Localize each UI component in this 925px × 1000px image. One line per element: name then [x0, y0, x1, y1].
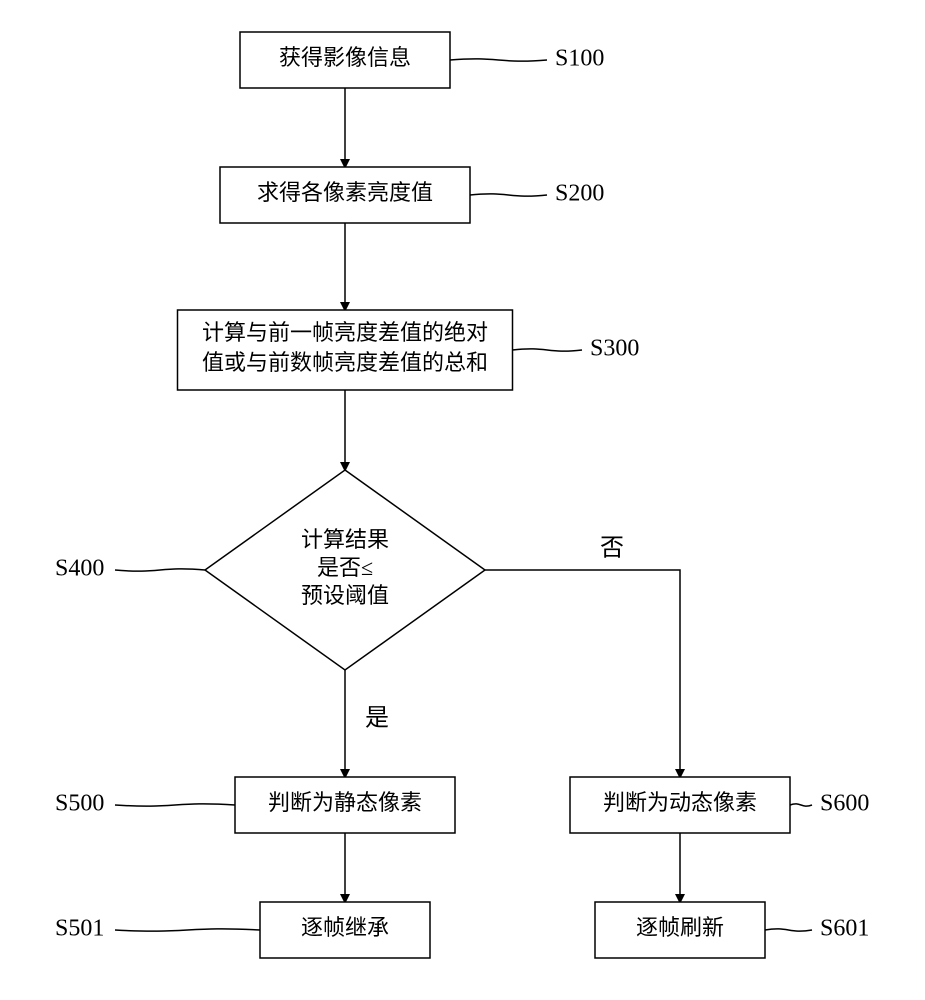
node-text-s300-l2: 值或与前数帧亮度差值的总和 [202, 350, 488, 375]
label-connector-s501 [115, 929, 260, 931]
label-connector-s300 [513, 349, 583, 351]
node-text-s400-l2: 是否≤ [317, 555, 373, 580]
label-connector-s601 [765, 929, 812, 931]
step-label-s200: S200 [555, 181, 604, 207]
edge-label-s400-s600: 否 [600, 536, 624, 562]
edge-label-s400-s500: 是 [365, 706, 389, 732]
node-text-s200: 求得各像素亮度值 [257, 180, 433, 205]
label-connector-s400 [115, 569, 205, 571]
label-connector-s200 [470, 194, 547, 196]
label-connector-s500 [115, 804, 235, 806]
node-text-s400-l3: 预设阈值 [301, 583, 389, 608]
label-connector-s100 [450, 59, 547, 61]
step-label-s300: S300 [590, 336, 639, 362]
node-text-s400-l1: 计算结果 [301, 527, 389, 552]
step-label-s601: S601 [820, 916, 869, 942]
node-text-s300-l1: 计算与前一帧亮度差值的绝对 [202, 320, 488, 345]
step-label-s500: S500 [55, 791, 104, 817]
node-text-s600: 判断为动态像素 [603, 790, 757, 815]
node-text-s100: 获得影像信息 [279, 45, 411, 70]
node-text-s601: 逐帧刷新 [636, 915, 724, 940]
node-text-s500: 判断为静态像素 [268, 790, 422, 815]
label-connector-s600 [790, 804, 812, 806]
node-text-s501: 逐帧继承 [301, 915, 389, 940]
step-label-s400: S400 [55, 556, 104, 582]
step-label-s600: S600 [820, 791, 869, 817]
step-label-s100: S100 [555, 46, 604, 72]
edge-s400-s600 [485, 570, 680, 777]
step-label-s501: S501 [55, 916, 104, 942]
